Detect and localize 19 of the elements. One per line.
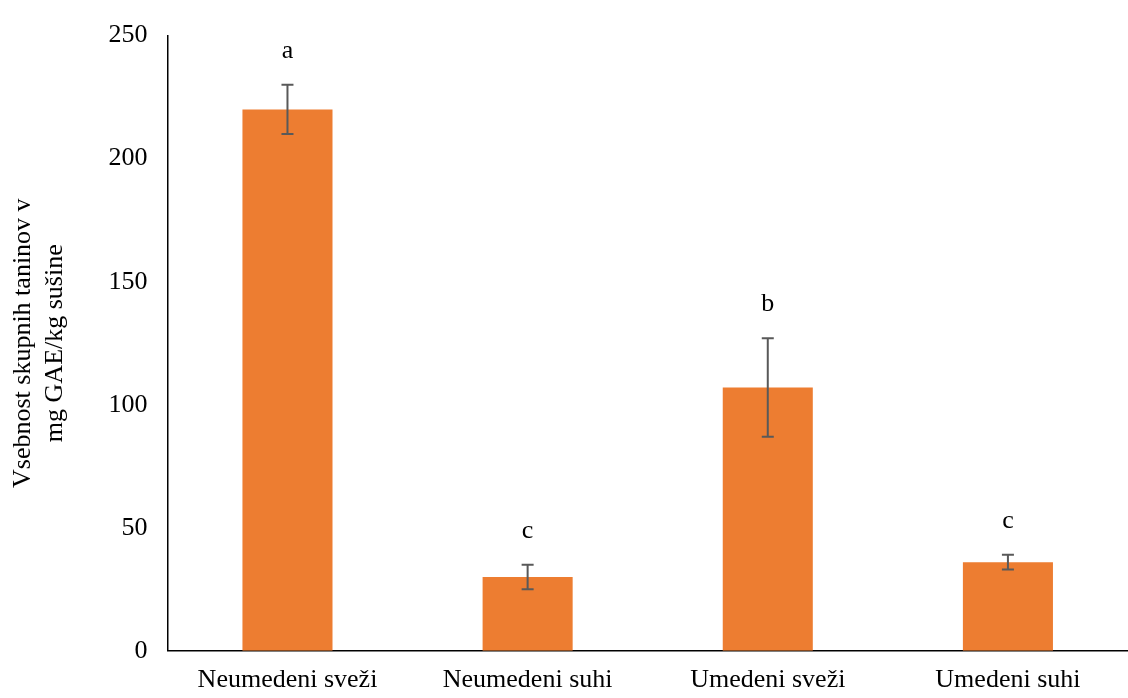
x-tick-label: Umedeni suhi bbox=[935, 664, 1081, 694]
annotation: a bbox=[281, 34, 294, 64]
x-tick-label: Umedeni sveži bbox=[690, 664, 846, 694]
bar bbox=[722, 387, 813, 651]
y-tick-label: 150 bbox=[108, 265, 148, 295]
y-tick-label: 50 bbox=[121, 511, 148, 541]
x-tick-label: Neumedeni sveži bbox=[197, 664, 378, 694]
y-axis-title: Vsebnost skupnih taninov v mg GAE/kg sušine bbox=[7, 198, 68, 488]
x-tick-label: Neumedeni suhi bbox=[442, 664, 613, 694]
bar bbox=[962, 562, 1053, 651]
y-tick-label: 100 bbox=[108, 388, 148, 418]
annotation: c bbox=[1002, 504, 1014, 534]
annotation: b bbox=[761, 288, 775, 318]
y-tick-label: 0 bbox=[134, 634, 148, 664]
annotation: c bbox=[521, 514, 534, 544]
bar bbox=[242, 109, 333, 651]
bar bbox=[482, 576, 573, 651]
y-tick-label: 200 bbox=[108, 142, 148, 172]
y-tick-label: 250 bbox=[108, 19, 148, 49]
